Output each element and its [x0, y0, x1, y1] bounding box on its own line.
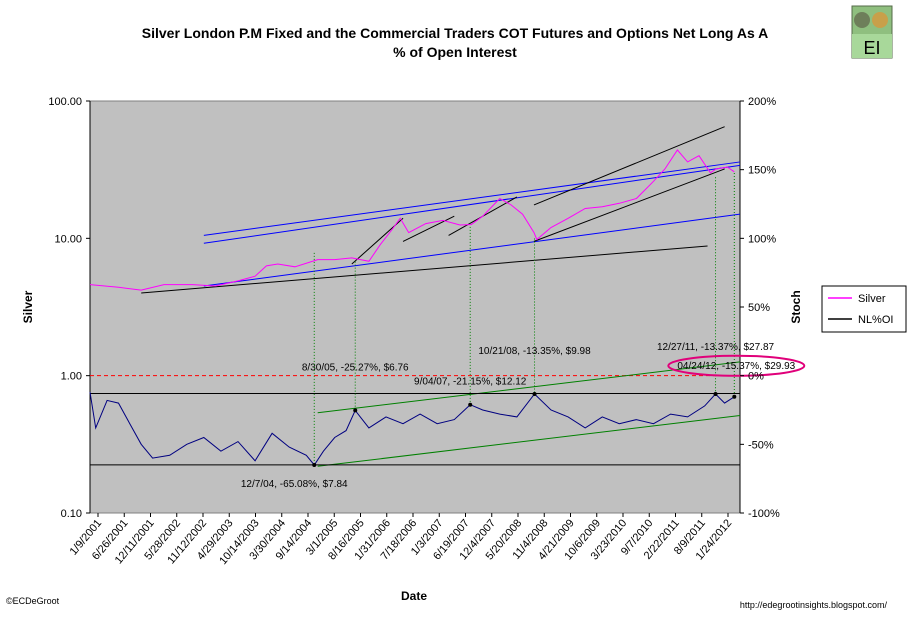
y-right-tick-label: 150%: [748, 165, 776, 177]
annotation-label: 8/30/05, -25.27%, $6.76: [302, 362, 409, 373]
trend-line-silver-upper-blue-1: [203, 164, 741, 244]
legend-label-nloi: NL%OI: [858, 314, 893, 326]
annotation-label: 12/27/11, -13.37%, $27.87: [657, 342, 775, 353]
y-left-axis-label: Silver: [21, 290, 35, 323]
y-right-tick-label: 50%: [748, 302, 770, 314]
ei-logo-text: EI: [863, 38, 880, 58]
nloi-line: [89, 392, 735, 466]
x-axis-ticks: 1/9/20016/26/200112/11/20015/28/200211/1…: [68, 513, 734, 567]
annotation-point: [353, 408, 358, 413]
ei-logo: EI: [851, 5, 893, 59]
trend-line-silver-black-2006: [402, 215, 455, 242]
legend-label-silver: Silver: [858, 293, 886, 305]
trend-line-silver-black-base: [141, 245, 708, 294]
annotation-point: [713, 392, 718, 397]
chart-title-line2: % of Open Interest: [393, 44, 517, 60]
annotation-point: [312, 463, 317, 468]
annotation-label: 10/21/08, -13.35%, $9.98: [478, 346, 591, 357]
trend-line-silver-black-top: [533, 126, 725, 206]
annotation-point: [532, 392, 537, 397]
annotation-point: [732, 394, 737, 399]
trend-line-nloi-green-lower: [317, 414, 741, 467]
plot-area: [89, 100, 741, 514]
annotation-point: [468, 402, 473, 407]
y-left-axis-ticks: 100.00 10.00 1.00 0.10: [48, 96, 90, 520]
trend-line-layer: [90, 126, 741, 467]
silver-price-line: [89, 149, 735, 291]
y-right-tick-label: 100%: [748, 233, 776, 245]
annotation-label: 04/24/12, -15.37%, $29.93: [677, 361, 795, 372]
annotation-label: 9/04/07, -21.15%, $12.12: [414, 377, 527, 388]
y-right-axis-label: Stoch: [789, 290, 803, 323]
y-right-tick-label: 0%: [748, 371, 764, 383]
series-layer: [89, 149, 735, 466]
y-left-tick-label: 0.10: [61, 508, 82, 520]
trend-line-silver-upper-blue-2: [203, 161, 741, 236]
y-left-tick-label: 10.00: [54, 233, 82, 245]
blog-url-text: http://edegrootinsights.blogspot.com/: [740, 600, 888, 610]
y-right-axis-ticks: 200% 150% 100% 50% 0% -50% -100%: [740, 96, 780, 520]
y-left-tick-label: 1.00: [61, 371, 82, 383]
highlight-ellipse: [667, 354, 806, 377]
copyright-text: ©ECDeGroot: [6, 596, 60, 606]
y-right-tick-label: -50%: [748, 439, 774, 451]
legend: Silver NL%OI: [821, 285, 907, 333]
y-right-tick-label: -100%: [748, 508, 780, 520]
x-axis-label: Date: [401, 589, 427, 603]
annotation-layer: 8/30/05, -25.27%, $6.76 9/04/07, -21.15%,…: [241, 172, 806, 490]
chart-title-line1: Silver London P.M Fixed and the Commerci…: [142, 25, 768, 41]
annotation-label: 12/7/04, -65.08%, $7.84: [241, 479, 348, 490]
trend-line-silver-black-2008: [533, 168, 725, 242]
y-left-tick-label: 100.00: [48, 96, 82, 108]
y-right-tick-label: 200%: [748, 96, 776, 108]
trend-line-silver-mid-blue: [203, 213, 741, 287]
trend-line-nloi-green-upper: [317, 361, 741, 414]
